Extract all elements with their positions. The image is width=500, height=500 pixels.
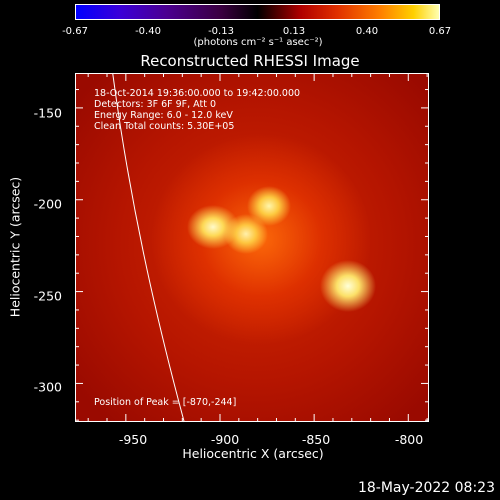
plot-title: Reconstructed RHESSI Image	[140, 52, 360, 70]
colorbar-tick-label: -0.67	[62, 26, 88, 37]
datestamp: 18-May-2022 08:23	[357, 480, 495, 496]
colorbar-tick-label: 0.40	[355, 26, 379, 37]
x-tick-label: -850	[301, 432, 331, 447]
x-axis-label: Heliocentric X (arcsec)	[182, 446, 324, 461]
info-energy-range: Energy Range: 6.0 - 12.0 keV	[94, 110, 233, 121]
info-time-range: 18-Oct-2014 19:36:00.000 to 19:42:00.000	[94, 88, 301, 99]
rhessi-image: 18-Oct-2014 19:36:00.000 to 19:42:00.000…	[75, 73, 429, 422]
info-counts: Clean Total counts: 5.30E+05	[94, 121, 235, 132]
y-tick-label: -200	[33, 196, 62, 212]
colorbar	[75, 4, 440, 20]
peak-position-label: Position of Peak = [-870,-244]	[94, 397, 237, 408]
colorbar-tick-label: -0.40	[135, 26, 161, 37]
solar-limb-curve	[112, 72, 185, 423]
x-tick-label: -950	[118, 432, 148, 447]
x-tick-label: -900	[210, 432, 240, 447]
info-detectors: Detectors: 3F 6F 9F, Att 0	[94, 99, 217, 110]
colorbar-tick-label: -0.13	[208, 26, 234, 37]
y-axis-label: Heliocentric Y (arcsec)	[7, 176, 23, 318]
colorbar-tick-label: 0.67	[428, 26, 452, 37]
y-tick-label: -300	[33, 379, 62, 395]
y-tick-label: -250	[33, 288, 62, 304]
x-tick-label: -800	[394, 432, 424, 447]
colorbar-unit-label: (photons cm⁻² s⁻¹ asec⁻²)	[193, 37, 323, 48]
colorbar-tick-label: 0.13	[282, 26, 306, 37]
y-tick-label: -150	[33, 105, 62, 121]
